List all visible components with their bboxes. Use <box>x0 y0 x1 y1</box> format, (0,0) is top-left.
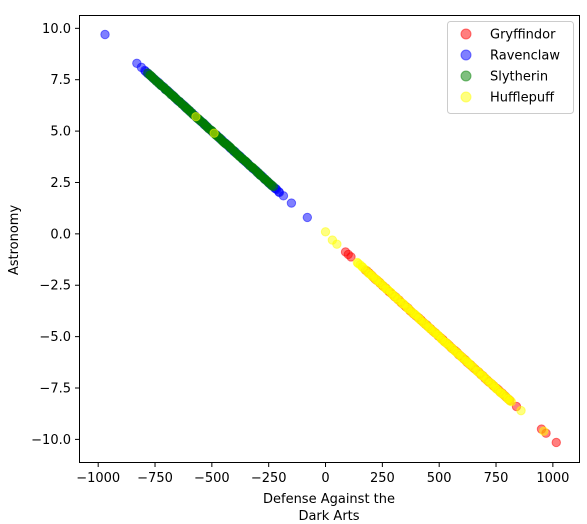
y-axis-label: Astronomy <box>7 205 22 276</box>
data-point-hufflepuff <box>332 239 342 249</box>
x-axis-label-line2: Dark Arts <box>298 509 359 524</box>
x-tick-label: 1000 <box>536 471 569 486</box>
plot-frame <box>79 15 580 463</box>
x-tick-label: 500 <box>427 471 452 486</box>
y-tick-label: 10.0 <box>42 22 71 37</box>
points-layer <box>100 29 561 448</box>
x-tick-label: −750 <box>137 471 173 486</box>
data-point-hufflepuff <box>320 227 331 237</box>
data-point-hufflepuff <box>506 396 517 407</box>
data-point-ravenclaw <box>286 198 297 208</box>
x-tick-label: −250 <box>251 471 287 486</box>
x-axis-label-line1: Defense Against the <box>263 492 395 507</box>
x-tick-label: 0 <box>321 471 329 486</box>
y-tick-label: 0.0 <box>50 227 71 242</box>
data-point-hufflepuff <box>539 426 549 436</box>
y-tick-label: −5.0 <box>39 330 71 345</box>
y-axis-ticks: 10.0 7.5 5.0 2.5 0.0 −2.5 −5.0 −7.5 −10.0 <box>31 22 80 448</box>
data-point-hufflepuff <box>209 128 219 138</box>
x-tick-label: −500 <box>194 471 230 486</box>
data-point-ravenclaw <box>278 191 289 201</box>
legend: Gryffindor Ravenclaw Slytherin Hufflepuf… <box>447 21 574 114</box>
y-tick-label: 7.5 <box>50 73 71 88</box>
y-tick-label: 2.5 <box>50 176 71 191</box>
y-tick-label: −7.5 <box>39 382 71 397</box>
legend-marker-hufflepuff <box>460 91 472 103</box>
data-point-gryffindor <box>551 437 561 448</box>
x-tick-label: 750 <box>484 471 509 486</box>
data-point-slytherin <box>268 181 279 192</box>
x-axis-ticks: −1000 −750 −500 −250 0 250 500 750 1000 <box>76 462 569 486</box>
data-point-ravenclaw <box>100 29 110 40</box>
legend-box <box>447 21 574 114</box>
legend-label-gryffindor: Gryffindor <box>490 28 556 43</box>
y-tick-label: −10.0 <box>31 433 71 448</box>
legend-label-ravenclaw: Ravenclaw <box>490 49 560 64</box>
y-tick-label: −2.5 <box>39 279 71 294</box>
data-point-hufflepuff <box>191 112 201 122</box>
x-tick-label: −1000 <box>76 471 120 486</box>
legend-marker-ravenclaw <box>460 49 472 61</box>
legend-label-hufflepuff: Hufflepuff <box>490 91 555 106</box>
legend-marker-slytherin <box>460 70 472 82</box>
x-tick-label: 250 <box>370 471 395 486</box>
legend-marker-gryffindor <box>460 28 472 40</box>
data-point-ravenclaw <box>302 212 313 223</box>
data-point-hufflepuff <box>516 405 526 416</box>
y-tick-label: 5.0 <box>50 125 71 140</box>
legend-label-slytherin: Slytherin <box>490 70 548 85</box>
data-point-gryffindor <box>346 252 356 262</box>
